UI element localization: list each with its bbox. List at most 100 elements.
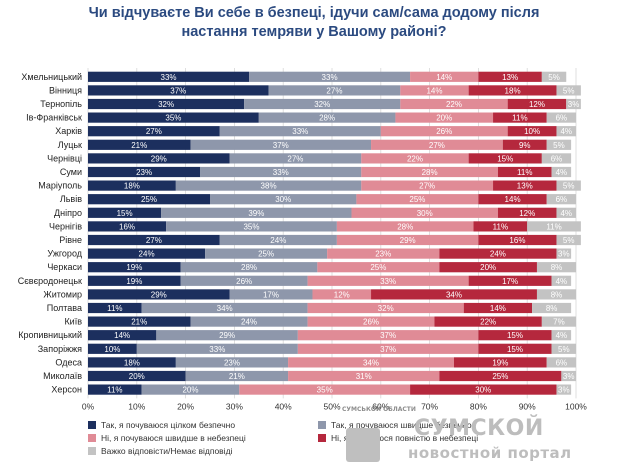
data-label: 23% [375, 250, 391, 259]
data-label: 25% [141, 195, 157, 204]
bar-segment [210, 194, 357, 205]
bar-segment [88, 357, 176, 368]
data-label: 14% [490, 304, 506, 313]
data-label: 28% [397, 222, 413, 231]
data-label: 39% [248, 209, 264, 218]
x-tick-label: 70% [421, 401, 438, 411]
data-label: 27% [429, 141, 445, 150]
bar-segment [468, 85, 557, 96]
bar-segment [307, 302, 464, 314]
data-label: 25% [370, 263, 386, 272]
data-label: 17% [263, 290, 279, 299]
bar-segment [141, 302, 308, 314]
bar-segment [88, 221, 167, 232]
data-label: 7% [553, 318, 565, 327]
data-label: 28% [241, 263, 257, 272]
data-label: 18% [124, 182, 140, 191]
bar-segment [166, 221, 337, 232]
data-label: 22% [407, 154, 423, 163]
bar-segment [229, 153, 362, 164]
bar-segment [536, 289, 576, 300]
data-label: 32% [158, 100, 174, 109]
data-label: 20% [480, 263, 496, 272]
data-label: 18% [505, 86, 521, 95]
watermark-sub-text: новостной портал [408, 444, 572, 462]
bar-segment [532, 302, 572, 314]
bar-segment [463, 302, 533, 314]
x-tick-label: 100% [565, 401, 587, 411]
bar-segment [156, 330, 298, 341]
data-label: 20% [436, 114, 452, 123]
bar-segment [88, 275, 181, 286]
data-label: 10% [524, 127, 540, 136]
data-label: 27% [146, 127, 162, 136]
bar-segment [556, 180, 581, 191]
data-label: 20% [129, 372, 145, 381]
bar-segment [478, 71, 542, 82]
data-label: 6% [551, 154, 563, 163]
bar-segment [175, 357, 289, 368]
data-label: 4% [560, 209, 572, 218]
legend-swatch [88, 447, 96, 455]
bar-segment [288, 370, 440, 382]
legend-label: Ні, я почуваюся швидше в небезпеці [101, 433, 246, 443]
data-label: 16% [509, 236, 525, 245]
data-label: 14% [505, 195, 521, 204]
bar-segment [551, 166, 572, 178]
legend-item-rather-safe: Так, я почуваюся швидше безпечно [318, 420, 472, 430]
bar-segment [395, 112, 494, 123]
legend-swatch [88, 421, 96, 429]
bar-segment [410, 71, 479, 82]
category-label: Сєвєродонецьк [18, 276, 82, 286]
bar-segment [556, 248, 572, 259]
bar-segment [88, 248, 206, 259]
data-label: 35% [243, 222, 259, 231]
data-label: 11% [493, 222, 508, 231]
x-tick-label: 80% [470, 401, 487, 411]
legend-label: Так, я почуваюся швидше безпечно [331, 420, 472, 430]
bar-segment [88, 330, 157, 341]
bar-segment [88, 71, 250, 82]
legend-label: Ні, я почуваюся повністю в небезпеці [331, 433, 479, 443]
data-label: 11% [517, 168, 532, 177]
data-label: 33% [292, 127, 308, 136]
data-label: 31% [356, 372, 372, 381]
data-label: 24% [270, 236, 286, 245]
data-label: 5% [548, 73, 560, 82]
chart-title: Чи відчуваєте Ви себе в безпеці, ідучи с… [0, 4, 628, 42]
data-label: 19% [126, 263, 142, 272]
data-label: 6% [556, 114, 568, 123]
bar-segment [478, 194, 547, 205]
data-label: 33% [209, 345, 225, 354]
bar-segment [88, 153, 230, 164]
bar-segment [551, 343, 576, 354]
bar-segment [478, 234, 557, 246]
data-label: 23% [224, 358, 240, 367]
legend-item-no-answer: Важко відповісти/Немає відповіді [88, 446, 232, 456]
data-label: 3% [568, 100, 580, 109]
data-label: 27% [419, 182, 435, 191]
bar-segment [454, 357, 547, 368]
bar-segment [88, 112, 259, 123]
x-tick-label: 10% [128, 401, 145, 411]
bar-segment [88, 166, 201, 178]
bar-segment [88, 316, 191, 327]
chart-title-line-1: Чи відчуваєте Ви себе в безпеці, ідучи с… [88, 5, 540, 21]
data-label: 21% [229, 372, 245, 381]
data-label: 37% [380, 331, 396, 340]
data-label: 15% [497, 154, 513, 163]
data-label: 11% [107, 304, 122, 313]
data-label: 3% [558, 250, 570, 259]
data-label: 17% [502, 277, 518, 286]
data-label: 19% [126, 277, 142, 286]
chart-legend: Так, я почуваюся цілком безпечно Так, я … [0, 417, 628, 467]
data-label: 10% [104, 345, 120, 354]
data-label: 24% [241, 318, 257, 327]
data-label: 15% [117, 209, 133, 218]
data-label: 3% [558, 386, 570, 395]
category-label: Черкаси [47, 262, 82, 272]
data-label: 30% [275, 195, 291, 204]
bar-segment [244, 98, 401, 110]
bar-segment [439, 262, 537, 273]
